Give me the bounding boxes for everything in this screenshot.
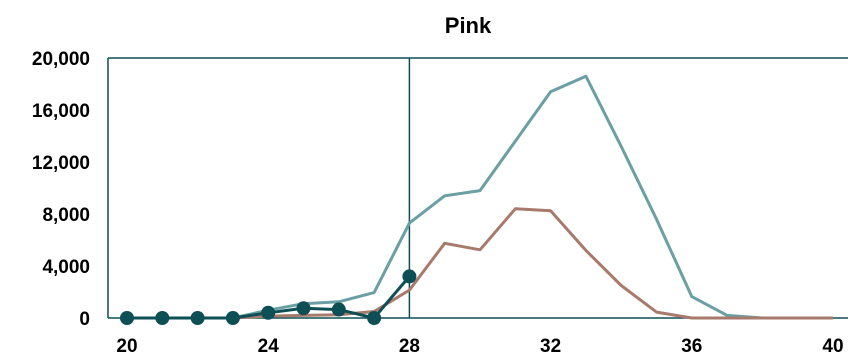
y-tick-label: 20,000 (32, 49, 90, 70)
y-tick-label: 12,000 (32, 153, 90, 174)
series-3-point (331, 302, 346, 317)
y-tick-label: 4,000 (42, 257, 90, 278)
series-3-point (261, 305, 276, 320)
y-tick-label: 8,000 (42, 205, 90, 226)
series-3-point (296, 301, 311, 316)
x-tick-label: 20 (116, 336, 137, 357)
x-tick-label: 36 (681, 336, 702, 357)
series-line-2 (127, 207, 833, 320)
series-3-point (120, 311, 134, 325)
series-3-point (155, 311, 170, 325)
series-3-point (367, 311, 382, 325)
x-tick-label: 40 (822, 336, 843, 357)
y-tick-label: 0 (79, 309, 90, 330)
chart-title: Pink (445, 13, 492, 38)
series-3-point (225, 311, 240, 325)
series-3-point (402, 269, 417, 284)
x-tick-label: 28 (399, 336, 420, 357)
series-line-1 (127, 74, 833, 320)
y-tick-label: 16,000 (32, 101, 90, 122)
x-tick-label: 32 (540, 336, 561, 357)
series-3-point (190, 311, 205, 325)
x-tick-label: 24 (258, 336, 280, 357)
